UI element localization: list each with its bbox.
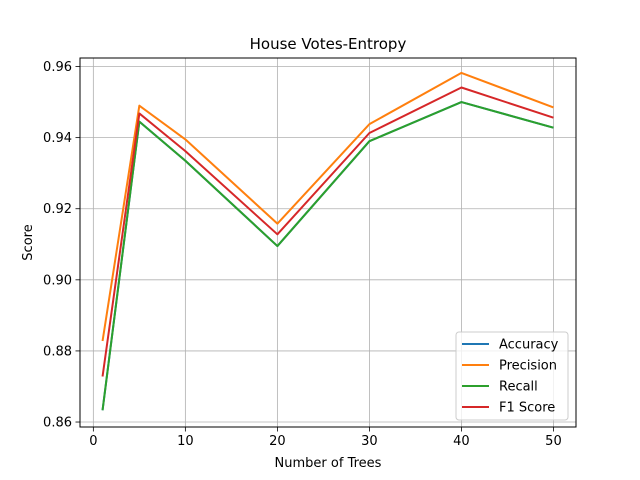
x-tick-label: 0 <box>89 434 97 449</box>
series-lines <box>101 71 554 411</box>
legend-label-precision: Precision <box>499 359 557 374</box>
chart-title: House Votes-Entropy <box>250 35 407 53</box>
x-tick-label: 30 <box>361 434 378 449</box>
legend-label-f1-score: F1 Score <box>499 401 555 416</box>
series-line-f1-score <box>101 86 554 377</box>
x-axis-ticks: 0 10 20 30 40 50 <box>89 427 562 449</box>
legend: Accuracy Precision Recall F1 Score <box>455 331 569 421</box>
x-tick-label: 40 <box>453 434 470 449</box>
y-tick-label: 0.94 <box>43 131 72 146</box>
x-tick-label: 50 <box>545 434 562 449</box>
grid <box>80 58 576 427</box>
x-axis-label: Number of Trees <box>275 456 382 471</box>
series-line-recall <box>101 101 554 411</box>
y-tick-label: 0.90 <box>43 273 72 288</box>
legend-label-recall: Recall <box>499 380 538 395</box>
y-tick-label: 0.96 <box>43 60 72 75</box>
legend-box <box>455 331 569 421</box>
series-line-precision <box>101 71 554 342</box>
y-axis-label: Score <box>21 224 36 260</box>
legend-label-accuracy: Accuracy <box>499 338 559 353</box>
y-axis-ticks: 0.86 0.88 0.90 0.92 0.94 0.96 <box>43 60 80 431</box>
x-tick-label: 10 <box>177 434 194 449</box>
y-tick-label: 0.86 <box>43 416 72 431</box>
plot-frame <box>79 57 577 428</box>
y-tick-label: 0.92 <box>43 202 72 217</box>
y-tick-label: 0.88 <box>43 344 72 359</box>
x-tick-label: 20 <box>269 434 286 449</box>
